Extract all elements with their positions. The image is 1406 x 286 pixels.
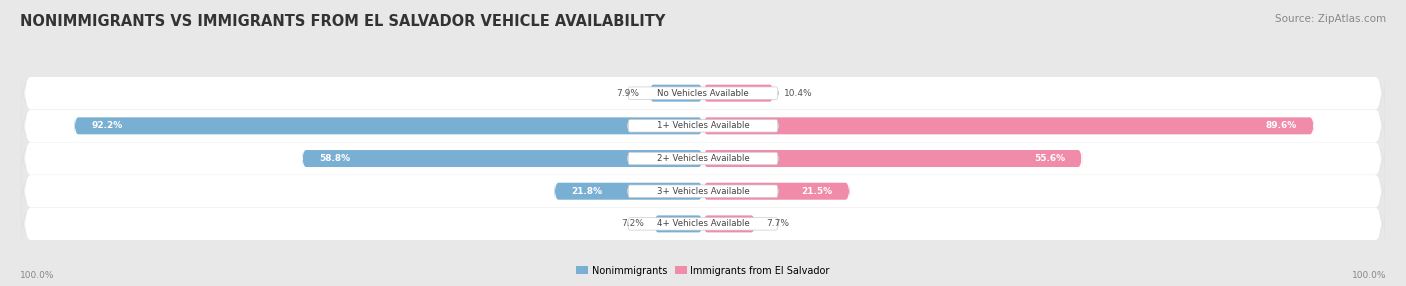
FancyBboxPatch shape xyxy=(24,77,1382,109)
FancyBboxPatch shape xyxy=(21,100,1385,152)
Text: No Vehicles Available: No Vehicles Available xyxy=(657,89,749,98)
Text: 100.0%: 100.0% xyxy=(1351,271,1386,280)
FancyBboxPatch shape xyxy=(628,185,778,197)
FancyBboxPatch shape xyxy=(628,152,778,165)
Text: 21.5%: 21.5% xyxy=(801,187,832,196)
Legend: Nonimmigrants, Immigrants from El Salvador: Nonimmigrants, Immigrants from El Salvad… xyxy=(576,266,830,276)
Text: 10.4%: 10.4% xyxy=(785,89,813,98)
Text: 92.2%: 92.2% xyxy=(91,121,122,130)
FancyBboxPatch shape xyxy=(650,82,703,104)
FancyBboxPatch shape xyxy=(24,110,1382,142)
Text: 7.2%: 7.2% xyxy=(621,219,644,229)
Text: 55.6%: 55.6% xyxy=(1033,154,1066,163)
FancyBboxPatch shape xyxy=(75,115,703,137)
Text: 1+ Vehicles Available: 1+ Vehicles Available xyxy=(657,121,749,130)
FancyBboxPatch shape xyxy=(21,198,1385,250)
FancyBboxPatch shape xyxy=(703,180,849,202)
FancyBboxPatch shape xyxy=(703,82,773,104)
FancyBboxPatch shape xyxy=(554,180,703,202)
FancyBboxPatch shape xyxy=(24,142,1382,175)
Text: 3+ Vehicles Available: 3+ Vehicles Available xyxy=(657,187,749,196)
FancyBboxPatch shape xyxy=(21,67,1385,119)
FancyBboxPatch shape xyxy=(703,115,1315,137)
Text: Source: ZipAtlas.com: Source: ZipAtlas.com xyxy=(1275,14,1386,24)
FancyBboxPatch shape xyxy=(654,213,703,235)
FancyBboxPatch shape xyxy=(24,208,1382,240)
Text: 2+ Vehicles Available: 2+ Vehicles Available xyxy=(657,154,749,163)
FancyBboxPatch shape xyxy=(21,133,1385,184)
FancyBboxPatch shape xyxy=(628,87,778,99)
FancyBboxPatch shape xyxy=(628,120,778,132)
Text: 7.9%: 7.9% xyxy=(616,89,638,98)
FancyBboxPatch shape xyxy=(703,147,1083,170)
Text: 100.0%: 100.0% xyxy=(20,271,55,280)
Text: 7.7%: 7.7% xyxy=(766,219,789,229)
Text: NONIMMIGRANTS VS IMMIGRANTS FROM EL SALVADOR VEHICLE AVAILABILITY: NONIMMIGRANTS VS IMMIGRANTS FROM EL SALV… xyxy=(20,14,665,29)
Text: 21.8%: 21.8% xyxy=(571,187,603,196)
FancyBboxPatch shape xyxy=(703,213,755,235)
FancyBboxPatch shape xyxy=(628,218,778,230)
Text: 4+ Vehicles Available: 4+ Vehicles Available xyxy=(657,219,749,229)
Text: 89.6%: 89.6% xyxy=(1265,121,1296,130)
FancyBboxPatch shape xyxy=(302,147,703,170)
FancyBboxPatch shape xyxy=(24,175,1382,207)
FancyBboxPatch shape xyxy=(21,165,1385,217)
Text: 58.8%: 58.8% xyxy=(319,154,350,163)
